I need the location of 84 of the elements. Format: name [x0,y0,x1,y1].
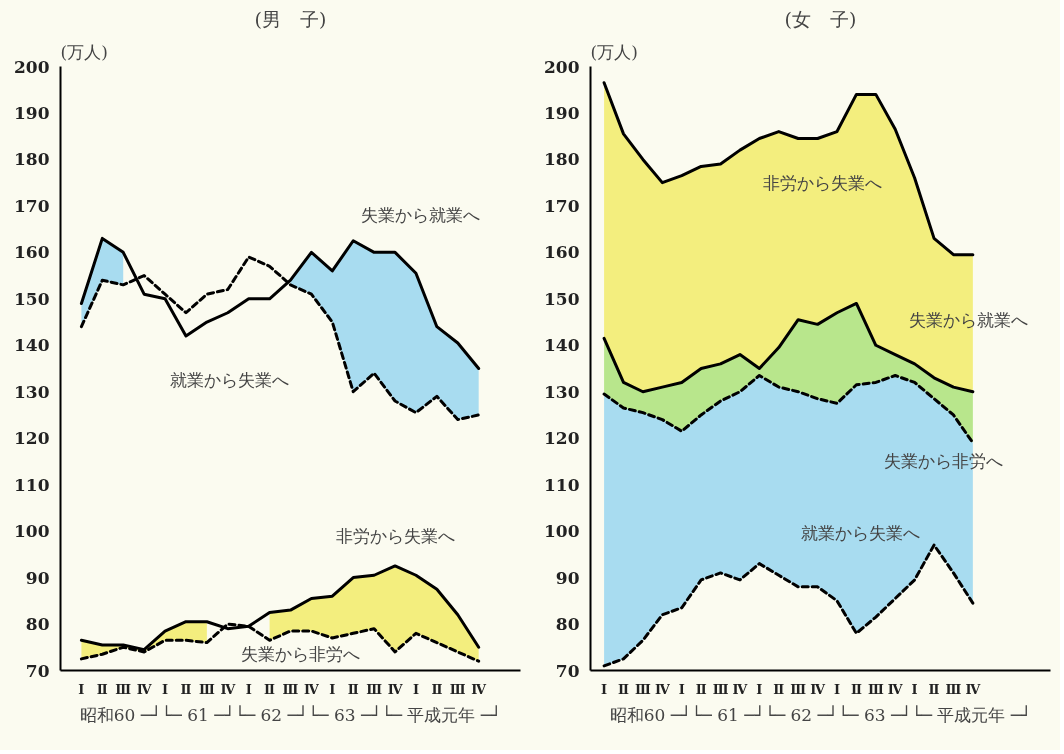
y-tick-label: 180 [544,149,580,170]
y-tick-label: 140 [544,335,580,356]
x-tick-label: Ⅰ [78,681,85,697]
x-tick-label: Ⅲ [449,681,466,697]
y-tick-label: 90 [555,567,580,588]
y-tick-label: 110 [544,474,580,495]
x-tick-label: Ⅳ [471,681,487,697]
x-tick-label: Ⅰ [601,681,608,697]
x-tick-label: Ⅱ [695,681,707,697]
x-axis-title: 昭和60 ─┘└─ 61 ─┘└─ 62 ─┘└─ 63 ─┘└─ 平成元年 ─┘ [79,704,502,725]
x-tick-label: Ⅰ [678,681,685,697]
y-tick-label: 180 [14,149,50,170]
x-tick-label: Ⅲ [867,681,884,697]
x-tick-label: Ⅱ [773,681,785,697]
x-tick-label: Ⅳ [810,681,826,697]
y-tick-label: 140 [14,335,50,356]
y-tick-label: 80 [25,614,50,635]
x-tick-label: Ⅳ [654,681,670,697]
y-tick-label: 170 [14,195,50,216]
chart-title: (男 子) [254,7,327,30]
y-tick-label: 100 [544,521,580,542]
x-axis-title: 昭和60 ─┘└─ 61 ─┘└─ 62 ─┘└─ 63 ─┘└─ 平成元年 ─┘ [609,704,1032,725]
y-tick-label: 150 [544,288,580,309]
x-tick-label: Ⅲ [198,681,215,697]
x-tick-label: Ⅲ [115,681,132,697]
x-tick-label: Ⅱ [180,681,192,697]
annotation: 就業から失業へ [170,370,290,391]
x-tick-label: Ⅳ [136,681,152,697]
y-tick-label: 190 [14,102,50,123]
y-tick-label: 120 [544,428,580,449]
x-tick-label: Ⅳ [887,681,903,697]
x-tick-label: Ⅱ [928,681,940,697]
y-axis-title: (万人) [590,41,638,62]
x-tick-label: Ⅲ [790,681,807,697]
y-tick-label: 150 [14,288,50,309]
x-tick-label: Ⅰ [245,681,252,697]
x-tick-label: Ⅱ [850,681,862,697]
x-tick-label: Ⅲ [712,681,729,697]
x-tick-label: Ⅰ [412,681,420,697]
x-tick-label: Ⅰ [833,681,841,697]
y-axis-title: (万人) [60,41,108,62]
annotation: 就業から失業へ [800,523,920,544]
x-tick-label: Ⅳ [220,681,236,697]
x-tick-label: Ⅳ [387,681,403,697]
x-tick-label: Ⅲ [634,681,651,697]
annotation: 非労から失業へ [335,525,455,546]
x-tick-label: Ⅱ [96,681,108,697]
y-tick-label: 200 [14,56,50,77]
chart-title: (女 子) [784,7,857,30]
x-tick-label: Ⅲ [945,681,962,697]
x-tick-label: Ⅲ [366,681,383,697]
y-tick-label: 80 [555,614,580,635]
y-tick-label: 130 [14,381,50,402]
y-tick-label: 90 [25,567,50,588]
x-tick-label: Ⅰ [329,681,336,697]
x-tick-label: Ⅳ [965,681,981,697]
x-tick-label: Ⅲ [282,681,299,697]
line-series [602,543,975,668]
y-tick-label: 70 [555,660,580,681]
y-tick-label: 130 [544,381,580,402]
y-tick-label: 200 [544,56,580,77]
x-tick-label: Ⅱ [347,681,359,697]
x-tick-label: Ⅱ [264,681,276,697]
y-tick-label: 160 [544,242,580,263]
annotation: 失業から非労へ [884,451,1004,472]
x-tick-label: Ⅳ [304,681,320,697]
y-tick-label: 120 [14,428,50,449]
x-tick-label: Ⅰ [911,681,918,697]
annotation: 失業から非労へ [241,644,361,665]
line-series [602,373,975,445]
annotation: 非労から失業へ [762,172,882,193]
y-tick-label: 100 [14,521,50,542]
annotation: 失業から就業へ [360,205,480,226]
y-tick-label: 170 [544,195,580,216]
x-tick-label: Ⅱ [618,681,630,697]
x-tick-label: Ⅰ [756,681,763,697]
x-tick-label: Ⅱ [431,681,443,697]
y-tick-label: 160 [14,242,50,263]
y-tick-label: 110 [14,474,50,495]
line-series [602,81,975,257]
y-tick-label: 190 [544,102,580,123]
x-tick-label: Ⅳ [732,681,748,697]
y-tick-label: 70 [25,660,50,681]
x-tick-label: Ⅰ [162,681,169,697]
